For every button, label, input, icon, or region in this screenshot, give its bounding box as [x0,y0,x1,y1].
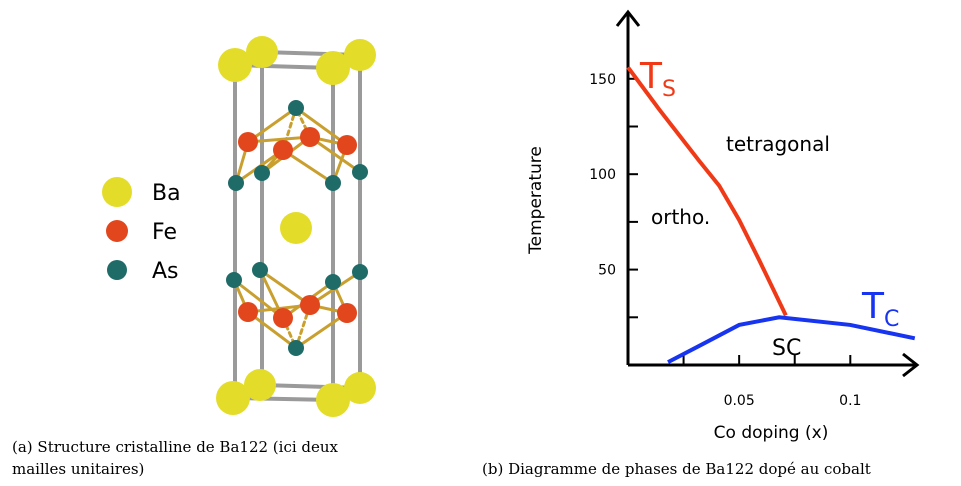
y-axis-label: Temperature [526,146,546,255]
x-tick-label: 0.05 [724,393,755,409]
legend-label: Ba [152,181,181,206]
legend-swatch [106,220,128,242]
legend: Ba Fe As [102,177,181,284]
caption-a: mailles unitaires) [12,460,144,478]
y-tick-label: 100 [589,167,616,183]
curve [667,315,916,364]
series-label: TC [861,286,899,332]
axis-arrow [615,9,641,27]
series-label-main: T [861,286,885,327]
legend-label: As [152,259,179,284]
x-axis-label: Co doping (x) [714,423,829,443]
axis-arrow [902,352,920,378]
legend-label: Fe [152,220,177,245]
region-label: SC [772,336,801,361]
legend-swatch [102,177,132,207]
y-tick-label: 50 [598,263,616,279]
phase-diagram: 50 100 150 0.05 0.1 Co doping (x) Temperature T… [526,9,920,443]
y-tick-label: 150 [589,72,616,88]
legend-swatch [107,260,127,280]
region-label: tetragonal [726,132,830,156]
region-label: ortho. [651,205,710,229]
curve [626,66,788,317]
caption-a: (a) Structure cristalline de Ba122 (ici … [12,438,339,456]
series-label-main: T [639,56,663,97]
x-tick-label: 0.1 [839,393,861,409]
series-label: TS [639,56,676,102]
series-label-sub: S [662,77,676,102]
caption-b: (b) Diagramme de phases de Ba122 dopé au… [482,460,871,478]
crystal [216,36,376,417]
series-label-sub: C [884,307,899,332]
